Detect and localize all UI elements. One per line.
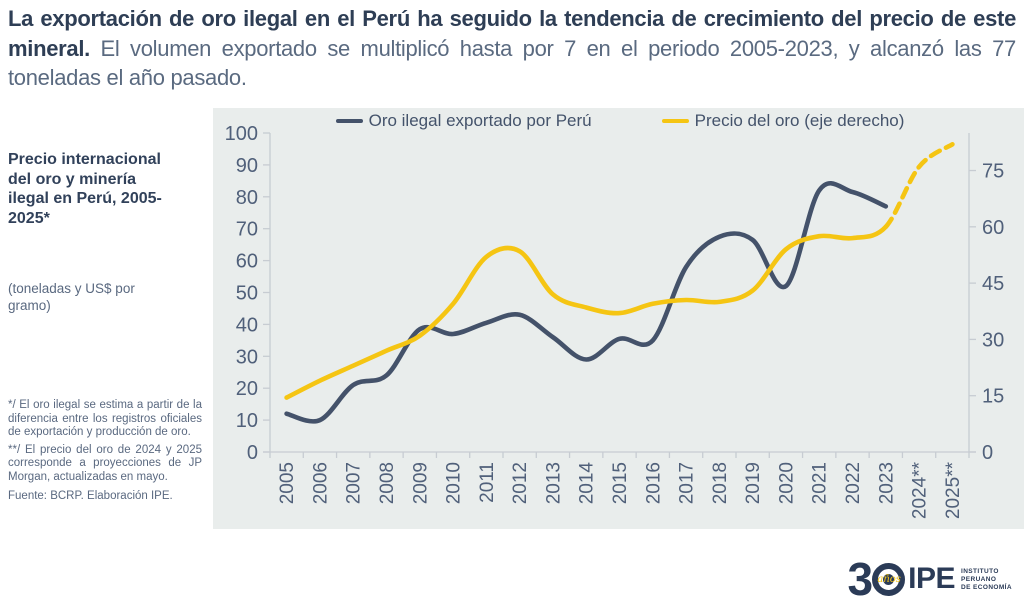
footnotes: */ El oro ilegal se estima a partir de l… [8, 399, 202, 508]
logo-ring-icon: años [872, 562, 906, 596]
footnote-2: **/ El precio del oro de 2024 y 2025 cor… [8, 443, 202, 483]
source-note: Fuente: BCRP. Elaboración IPE. [8, 490, 173, 502]
footnote-1: */ El oro ilegal se estima a partir de l… [8, 399, 202, 438]
logo-anios-text: años [877, 573, 901, 585]
legend-label: Oro ilegal exportado por Perú [368, 111, 592, 130]
headline-regular: El volumen exportado se multiplicó hasta… [8, 35, 1016, 91]
logo-org-line: INSTITUTO [961, 567, 999, 575]
legend-item-gold-price: Precio del oro (eje derecho) [661, 111, 905, 131]
chart-panel [213, 108, 1024, 529]
logo-digit-3: 3 [847, 553, 874, 599]
legend-item-illegal-gold: Oro ilegal exportado por Perú [335, 111, 592, 131]
logo-org-line: PERUANO [961, 575, 997, 583]
logo-org-line: DE ECONOMÍA [961, 583, 1012, 591]
headline: La exportación de oro ilegal en el Perú … [8, 4, 1016, 93]
logo-dot-icon [883, 573, 895, 585]
headline-bold: La exportación de oro ilegal en el Perú … [8, 6, 1016, 61]
line-marker-icon [661, 119, 689, 123]
logo-org-name: INSTITUTO PERUANO DE ECONOMÍA [961, 568, 1012, 591]
legend-label: Precio del oro (eje derecho) [694, 111, 905, 130]
chart-units: (toneladas y US$ por gramo) [8, 281, 135, 313]
logo-ipe-text: IPE [908, 562, 955, 595]
chart-title: Precio internacional del oro y minería i… [8, 151, 162, 227]
chart-legend: Oro ilegal exportado por Perú Precio del… [270, 111, 970, 131]
line-marker-icon [335, 119, 363, 123]
ipe-logo: 3 años IPE INSTITUTO PERUANO DE ECONOMÍA [848, 553, 1012, 599]
